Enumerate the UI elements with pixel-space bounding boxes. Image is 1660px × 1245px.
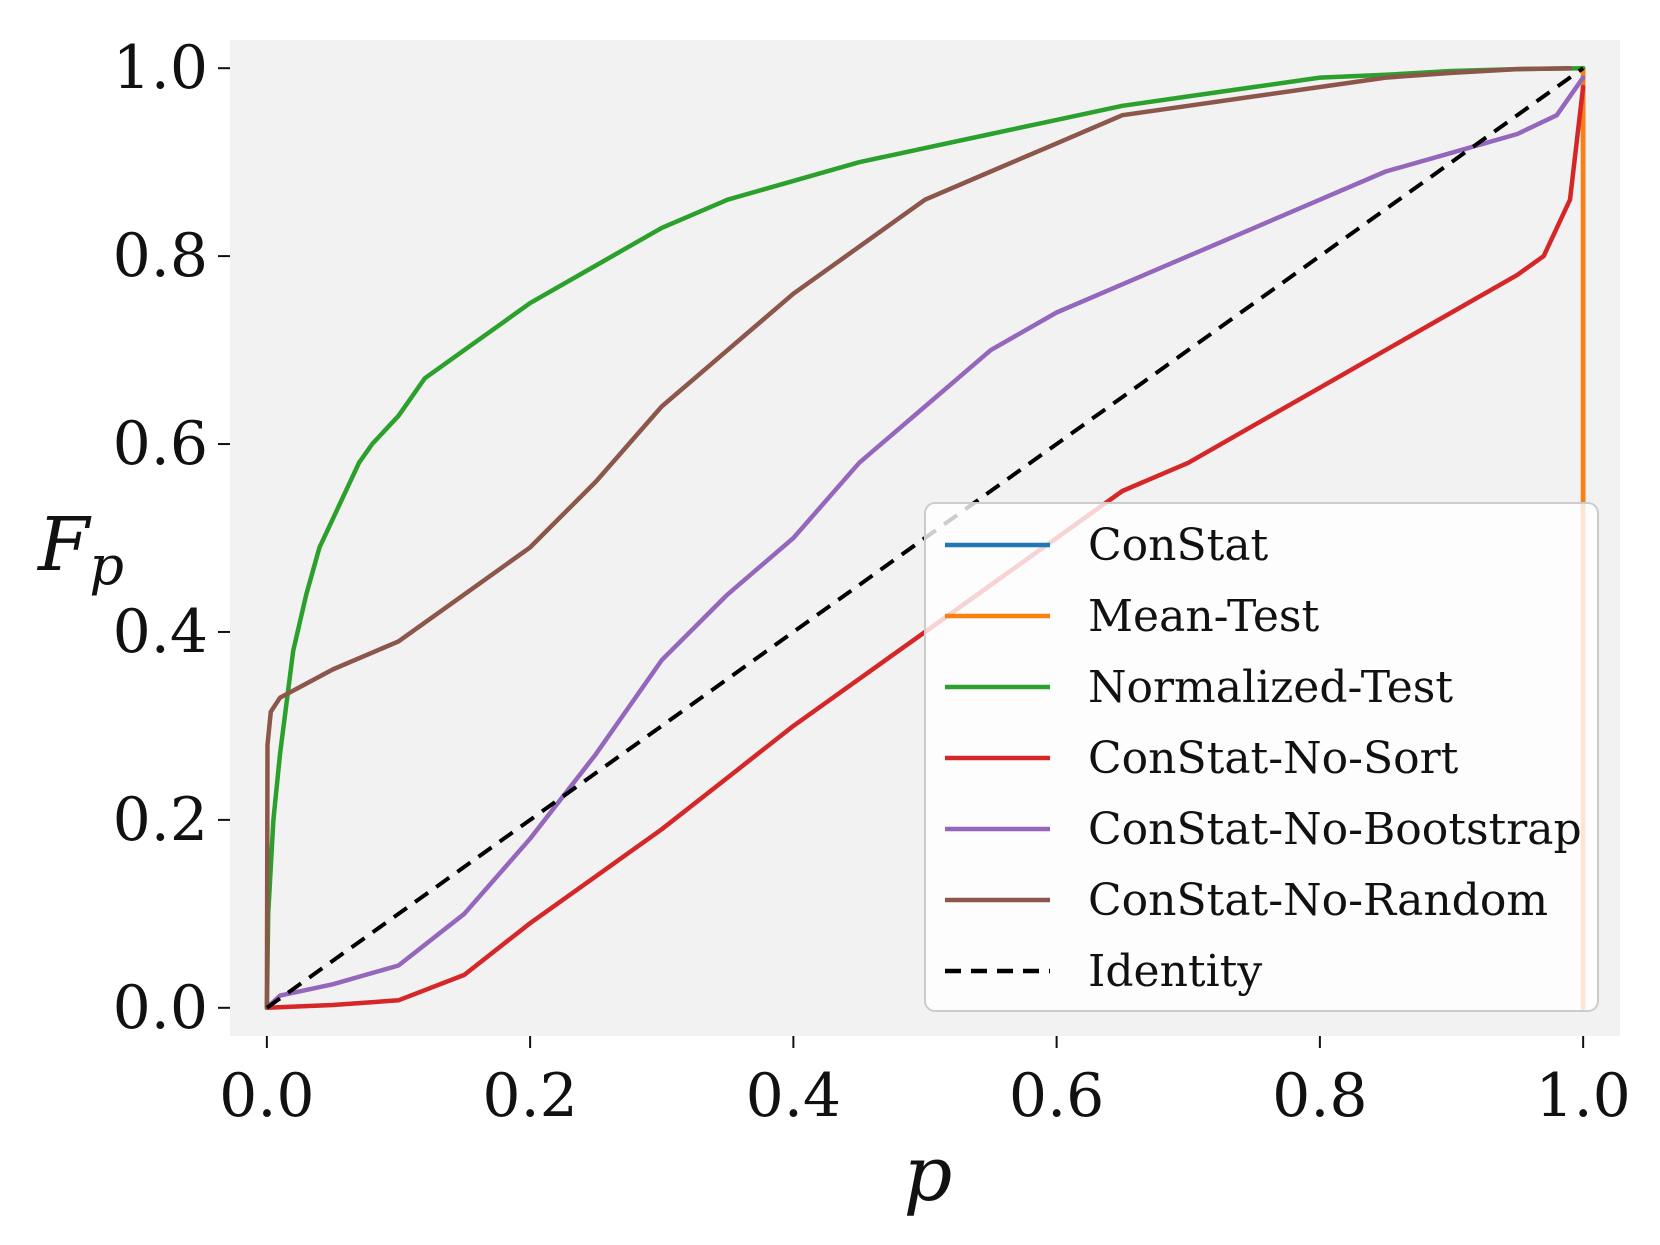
legend-label: Identity	[1088, 946, 1262, 997]
y-tick-label: 0.0	[113, 973, 208, 1043]
x-tick-label: 0.2	[482, 1061, 577, 1131]
series-line-constat-no-random	[264, 65, 1573, 1011]
legend: ConStat Mean-Test Normalized-Test ConStat-N…	[924, 502, 1599, 1012]
legend-label: Mean-Test	[1088, 591, 1320, 642]
legend-label: ConStat-No-Random	[1088, 875, 1548, 926]
x-tick-label: 1.0	[1535, 1061, 1630, 1131]
y-tick-label: 0.8	[113, 221, 208, 291]
y-tick-label: 0.4	[113, 597, 208, 667]
y-axis: 0.0 0.2 0.4 0.6 0.8 1.0	[113, 33, 230, 1043]
y-axis-label-main: F	[36, 502, 92, 588]
y-axis-label: Fp	[36, 502, 124, 597]
y-tick-label: 1.0	[113, 33, 208, 103]
legend-box	[924, 502, 1599, 1012]
x-tick-label: 0.6	[1009, 1061, 1104, 1131]
legend-label: ConStat-No-Bootstrap	[1088, 804, 1582, 855]
series-line-normalized-test	[264, 65, 1586, 1011]
series-line-constat-no-bootstrap	[264, 75, 1586, 1011]
y-axis-label-subscript: p	[89, 534, 124, 597]
x-axis-label: p	[904, 1129, 953, 1218]
legend-label: ConStat-No-Sort	[1088, 733, 1459, 784]
y-tick-label: 0.2	[113, 785, 208, 855]
x-tick-label: 0.4	[746, 1061, 841, 1131]
x-tick-label: 0.8	[1272, 1061, 1367, 1131]
y-tick-label: 0.6	[113, 409, 208, 479]
legend-label: ConStat	[1088, 520, 1269, 571]
legend-label: Normalized-Test	[1088, 662, 1453, 713]
x-tick-label: 0.0	[219, 1061, 314, 1131]
x-axis: 0.0 0.2 0.4 0.6 0.8 1.0	[219, 1036, 1631, 1131]
